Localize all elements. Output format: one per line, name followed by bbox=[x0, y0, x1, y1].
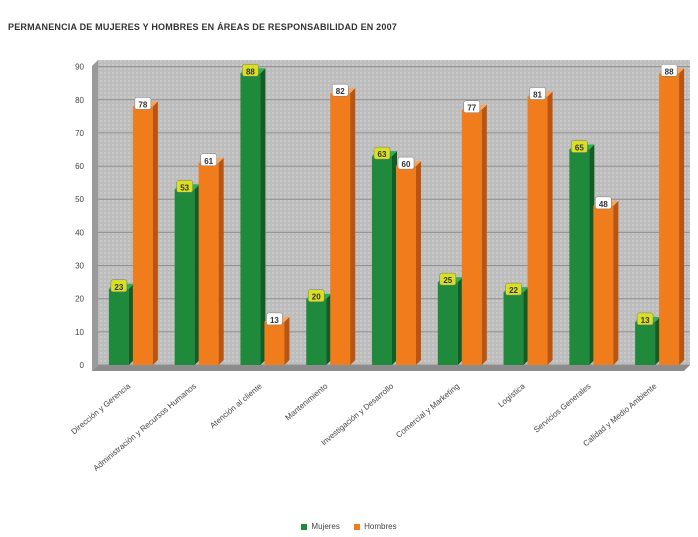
bar-mujeres bbox=[240, 68, 266, 366]
data-label: 60 bbox=[397, 156, 415, 170]
bar-hombres bbox=[461, 104, 487, 365]
svg-text:13: 13 bbox=[270, 316, 279, 325]
svg-text:48: 48 bbox=[599, 200, 608, 209]
bar-hombres bbox=[132, 101, 158, 366]
y-tick-label: 20 bbox=[75, 295, 84, 304]
plot-wall-side bbox=[92, 60, 98, 371]
data-label: 81 bbox=[529, 87, 546, 100]
chart-title: PERMANENCIA DE MUJERES Y HOMBRES EN ÁREA… bbox=[8, 22, 398, 32]
bar-hombres bbox=[198, 157, 224, 365]
data-label: 22 bbox=[505, 282, 522, 296]
data-label: 82 bbox=[331, 83, 349, 97]
svg-text:61: 61 bbox=[204, 157, 213, 166]
data-label: 25 bbox=[439, 272, 457, 286]
y-tick-label: 70 bbox=[75, 129, 84, 138]
svg-text:63: 63 bbox=[378, 150, 387, 159]
svg-text:23: 23 bbox=[114, 283, 123, 292]
data-label: 65 bbox=[571, 140, 588, 153]
svg-text:20: 20 bbox=[312, 293, 321, 302]
x-category-label: Logística bbox=[497, 381, 528, 409]
bar-mujeres bbox=[372, 151, 397, 365]
data-label: 20 bbox=[307, 289, 325, 302]
data-label: 23 bbox=[110, 279, 128, 292]
svg-text:81: 81 bbox=[533, 90, 542, 99]
bar-mujeres bbox=[569, 144, 595, 365]
svg-text:53: 53 bbox=[180, 183, 189, 192]
svg-text:82: 82 bbox=[336, 87, 345, 96]
legend-swatch-hombres bbox=[354, 523, 361, 530]
bar-mujeres bbox=[437, 277, 463, 365]
data-label: 78 bbox=[134, 97, 152, 110]
bar-chart: 0 10 20 30 40 50 60 70 80 90 23 78 53 61 88 13 20 82 63 60… bbox=[70, 60, 690, 473]
bar-mujeres bbox=[108, 283, 134, 365]
plot-floor bbox=[92, 365, 690, 371]
x-category-label: Calidad y Medio Ambiente bbox=[581, 381, 658, 448]
x-category-label: Investigación y Desarrollo bbox=[319, 381, 395, 447]
chart-legend: Mujeres Hombres bbox=[0, 522, 698, 532]
y-tick-label: 60 bbox=[75, 162, 84, 171]
svg-text:88: 88 bbox=[665, 67, 674, 76]
x-category-label: Comercial y Marketing bbox=[394, 382, 461, 440]
legend-swatch-mujeres bbox=[301, 523, 308, 530]
x-category-label: Atención al cliente bbox=[208, 381, 264, 430]
data-label: 61 bbox=[200, 153, 217, 167]
svg-text:60: 60 bbox=[402, 160, 411, 169]
bar-mujeres bbox=[503, 287, 529, 365]
x-category-label: Administración y Recursos Humanos bbox=[92, 382, 198, 473]
bar-mujeres bbox=[306, 293, 332, 365]
data-label: 53 bbox=[176, 180, 193, 193]
data-label: 13 bbox=[266, 312, 283, 326]
svg-text:22: 22 bbox=[509, 286, 518, 295]
y-tick-label: 50 bbox=[75, 195, 84, 204]
bar-hombres bbox=[396, 161, 421, 365]
bar-mujeres bbox=[174, 184, 200, 365]
svg-text:13: 13 bbox=[641, 316, 650, 325]
y-tick-label: 90 bbox=[75, 63, 84, 72]
svg-text:88: 88 bbox=[246, 67, 255, 76]
bar-hombres bbox=[593, 200, 619, 365]
data-label: 63 bbox=[373, 146, 391, 160]
svg-text:78: 78 bbox=[138, 100, 147, 109]
y-tick-label: 80 bbox=[75, 96, 84, 105]
x-category-label: Servicios Generales bbox=[532, 382, 593, 435]
y-tick-label: 40 bbox=[75, 228, 84, 237]
x-category-label: Mantenimiento bbox=[284, 381, 330, 422]
y-tick-label: 30 bbox=[75, 262, 84, 271]
bar-hombres bbox=[330, 88, 356, 366]
data-label: 48 bbox=[595, 196, 612, 210]
y-tick-label: 0 bbox=[80, 361, 85, 370]
legend-item-hombres: Hombres bbox=[354, 522, 397, 531]
y-tick-label: 10 bbox=[75, 328, 84, 337]
svg-text:25: 25 bbox=[443, 276, 452, 285]
data-label: 88 bbox=[660, 64, 678, 77]
x-category-label: Dirección y Gerencia bbox=[70, 381, 133, 436]
bar-hombres bbox=[527, 91, 553, 365]
legend-item-mujeres: Mujeres bbox=[301, 522, 340, 531]
bar-hombres bbox=[659, 68, 685, 366]
data-label: 77 bbox=[463, 100, 481, 113]
data-label: 13 bbox=[636, 312, 654, 326]
svg-text:65: 65 bbox=[575, 144, 584, 153]
data-label: 88 bbox=[242, 64, 259, 77]
legend-label-mujeres: Mujeres bbox=[311, 522, 340, 531]
legend-label-hombres: Hombres bbox=[364, 522, 397, 531]
svg-text:77: 77 bbox=[467, 104, 476, 113]
